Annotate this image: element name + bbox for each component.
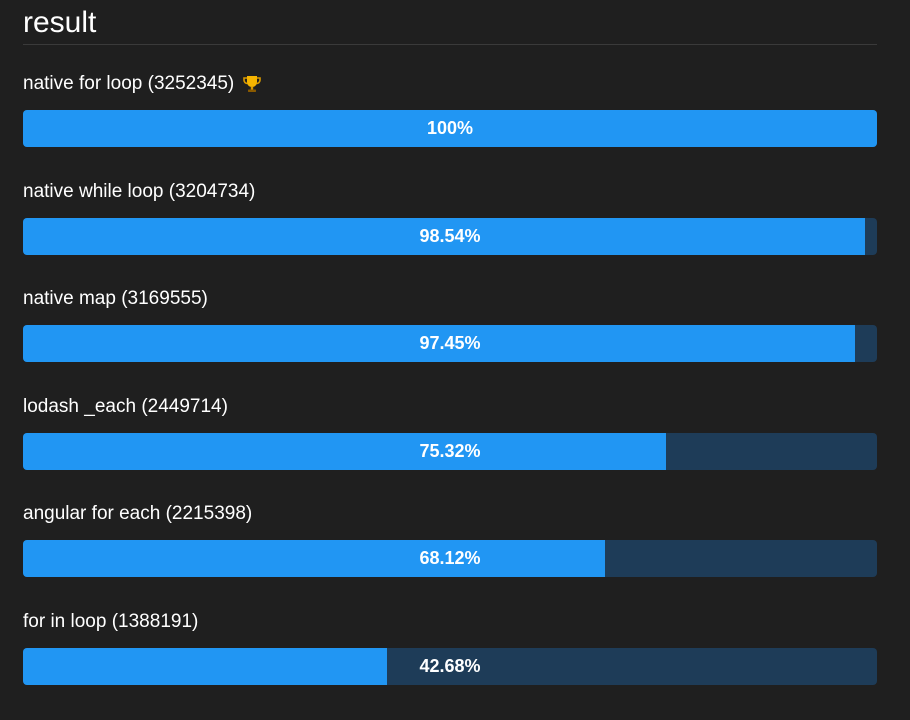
result-bar: 98.54%	[23, 217, 877, 255]
result-percent: 42.68%	[419, 655, 481, 676]
result-label: angular for each (2215398)	[23, 503, 253, 525]
result-item: native while loop (3204734) 98.54%	[23, 180, 877, 288]
result-bar-fill	[23, 325, 856, 363]
result-item: native map (3169555) 97.45%	[23, 287, 877, 395]
result-label-row: native map (3169555)	[23, 287, 877, 311]
result-bar: 97.45%	[23, 325, 877, 363]
title-divider	[23, 44, 877, 45]
result-item: angular for each (2215398) 68.12%	[23, 502, 877, 610]
result-bar: 42.68%	[23, 647, 877, 685]
result-label-row: lodash _each (2449714)	[23, 395, 877, 419]
result-label-row: native while loop (3204734)	[23, 180, 877, 204]
result-bar: 100%	[23, 110, 877, 147]
result-label-row: angular for each (2215398)	[23, 502, 877, 526]
result-label: lodash _each (2449714)	[23, 395, 228, 417]
result-label-row: native for loop (3252345)	[23, 72, 877, 96]
result-label: for in loop (1388191)	[23, 610, 199, 632]
results-list: native for loop (3252345) 100%	[23, 72, 877, 718]
result-bar-fill	[23, 217, 865, 255]
trophy-icon	[242, 74, 262, 94]
result-bar-fill	[23, 110, 877, 147]
result-label: native for loop (3252345)	[23, 73, 235, 94]
result-percent: 68.12%	[419, 548, 481, 569]
result-percent: 98.54%	[419, 225, 481, 246]
result-bar-fill	[23, 540, 605, 578]
result-item: for in loop (1388191) 42.68%	[23, 610, 877, 718]
result-percent: 75.32%	[419, 440, 481, 461]
result-label: native map (3169555)	[23, 288, 208, 310]
panel-title: result	[23, 6, 97, 39]
result-bar-fill	[23, 647, 388, 685]
results-panel: result native for loop (3252345) 100	[23, 0, 877, 685]
result-percent: 100%	[426, 118, 474, 138]
result-item: native for loop (3252345) 100%	[23, 72, 877, 180]
result-label-row: for in loop (1388191)	[23, 610, 877, 634]
result-bar-fill	[23, 432, 667, 470]
result-percent: 97.45%	[419, 333, 481, 354]
result-bar: 68.12%	[23, 540, 877, 578]
result-item: lodash _each (2449714) 75.32%	[23, 395, 877, 503]
result-bar: 75.32%	[23, 432, 877, 470]
result-label: native while loop (3204734)	[23, 180, 256, 202]
